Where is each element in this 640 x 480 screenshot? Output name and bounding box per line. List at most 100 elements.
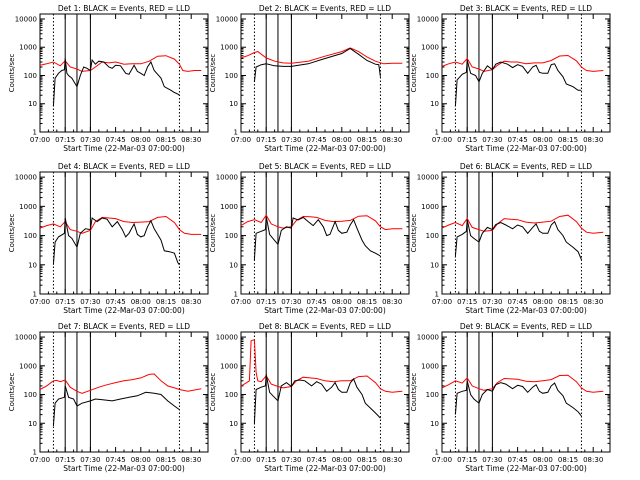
y-tick-label: 100 bbox=[225, 391, 238, 399]
x-tick-label: 07:45 bbox=[106, 298, 126, 306]
x-tick-label: 07:15 bbox=[55, 136, 75, 144]
x-tick-label: 07:15 bbox=[457, 456, 477, 464]
panel-title: Det 3: BLACK = Events, RED = LLD bbox=[460, 4, 592, 13]
x-tick-label: 07:45 bbox=[106, 456, 126, 464]
x-tick-label: 08:00 bbox=[533, 456, 553, 464]
x-tick-label: 07:30 bbox=[281, 456, 301, 464]
y-tick-label: 10 bbox=[229, 420, 238, 428]
x-axis-label: Start Time (22-Mar-03 07:00:00) bbox=[63, 144, 185, 153]
y-axis-label: Counts/sec bbox=[410, 214, 418, 253]
lld-series-line bbox=[441, 374, 604, 393]
y-tick-label: 1000 bbox=[421, 203, 439, 211]
y-tick-label: 1000 bbox=[220, 203, 238, 211]
detector-panel: Det 8: BLACK = Events, RED = LLD 07:00 07:… bbox=[209, 322, 410, 473]
x-tick-label: 07:30 bbox=[80, 136, 100, 144]
x-tick-label: 08:15 bbox=[156, 456, 176, 464]
x-tick-label: 08:30 bbox=[382, 456, 402, 464]
y-tick-label: 10 bbox=[430, 100, 439, 108]
panel-title: Det 7: BLACK = Events, RED = LLD bbox=[58, 322, 190, 331]
lld-series-line bbox=[240, 214, 403, 231]
x-tick-label: 07:45 bbox=[508, 456, 528, 464]
events-series-line bbox=[52, 217, 180, 266]
x-tick-label: 07:15 bbox=[457, 298, 477, 306]
x-tick-label: 07:30 bbox=[80, 298, 100, 306]
y-axis-label: Counts/sec bbox=[410, 373, 418, 412]
detector-panel: Det 7: BLACK = Events, RED = LLD 07:00 07:… bbox=[8, 322, 209, 473]
y-axis-label: Counts/sec bbox=[8, 214, 16, 253]
y-tick-label: 10 bbox=[28, 100, 37, 108]
detector-panel: Det 1: BLACK = Events, RED = LLD 07:00 07:… bbox=[8, 4, 209, 153]
x-axis-label: Start Time (22-Mar-03 07:00:00) bbox=[465, 144, 587, 153]
x-tick-label: 07:30 bbox=[482, 136, 502, 144]
x-tick-label: 08:30 bbox=[181, 136, 201, 144]
x-tick-label: 07:00 bbox=[30, 298, 50, 306]
events-series-line bbox=[454, 59, 582, 107]
x-axis-label: Start Time (22-Mar-03 07:00:00) bbox=[264, 306, 386, 315]
detector-panel: Det 4: BLACK = Events, RED = LLD 07:00 07:… bbox=[8, 162, 209, 315]
detector-panel: Det 9: BLACK = Events, RED = LLD 07:00 07:… bbox=[410, 322, 611, 473]
x-tick-label: 07:45 bbox=[307, 136, 327, 144]
y-tick-label: 1000 bbox=[421, 44, 439, 52]
x-axis-label: Start Time (22-Mar-03 07:00:00) bbox=[465, 306, 587, 315]
x-tick-label: 08:00 bbox=[332, 298, 352, 306]
x-tick-label: 07:15 bbox=[457, 136, 477, 144]
panel-title: Det 6: BLACK = Events, RED = LLD bbox=[460, 162, 592, 171]
y-tick-label: 100 bbox=[426, 391, 439, 399]
panel-title: Det 5: BLACK = Events, RED = LLD bbox=[259, 162, 391, 171]
x-tick-label: 08:15 bbox=[357, 456, 377, 464]
y-tick-label: 1 bbox=[33, 291, 37, 299]
y-tick-label: 1 bbox=[33, 449, 37, 457]
x-tick-label: 08:30 bbox=[583, 456, 603, 464]
y-tick-label: 1 bbox=[234, 129, 238, 137]
x-tick-label: 08:30 bbox=[583, 136, 603, 144]
events-series-line bbox=[253, 216, 381, 260]
lld-series-line bbox=[39, 215, 202, 235]
lld-series-line bbox=[240, 47, 403, 65]
y-tick-label: 100 bbox=[225, 232, 238, 240]
x-tick-label: 08:15 bbox=[558, 298, 578, 306]
y-tick-label: 100 bbox=[225, 72, 238, 80]
panels-group: Det 1: BLACK = Events, RED = LLD 07:00 07:… bbox=[8, 4, 611, 473]
x-tick-label: 07:45 bbox=[106, 136, 126, 144]
x-tick-label: 07:15 bbox=[55, 456, 75, 464]
y-tick-label: 1000 bbox=[19, 44, 37, 52]
y-tick-label: 10000 bbox=[216, 15, 238, 23]
detector-panel: Det 3: BLACK = Events, RED = LLD 07:00 07:… bbox=[410, 4, 611, 153]
detector-panel: Det 6: BLACK = Events, RED = LLD 07:00 07:… bbox=[410, 162, 611, 315]
x-tick-label: 07:15 bbox=[55, 298, 75, 306]
x-tick-label: 07:30 bbox=[482, 456, 502, 464]
lld-series-line bbox=[39, 373, 202, 394]
x-axis-label: Start Time (22-Mar-03 07:00:00) bbox=[264, 144, 386, 153]
events-series-line bbox=[52, 58, 180, 107]
events-series-line bbox=[253, 374, 381, 424]
events-series-line bbox=[253, 47, 381, 82]
lld-series-line bbox=[441, 54, 604, 72]
y-tick-label: 100 bbox=[24, 72, 37, 80]
x-tick-label: 08:30 bbox=[382, 298, 402, 306]
y-tick-label: 10000 bbox=[417, 334, 439, 342]
x-tick-label: 08:15 bbox=[558, 136, 578, 144]
y-tick-label: 10000 bbox=[15, 334, 37, 342]
x-tick-label: 07:00 bbox=[231, 456, 251, 464]
x-tick-label: 08:15 bbox=[357, 298, 377, 306]
x-tick-label: 07:00 bbox=[432, 298, 452, 306]
y-axis-label: Counts/sec bbox=[8, 54, 16, 93]
x-tick-label: 07:00 bbox=[231, 136, 251, 144]
y-tick-label: 1 bbox=[234, 291, 238, 299]
events-series-line bbox=[454, 380, 582, 417]
y-tick-label: 10 bbox=[229, 100, 238, 108]
y-tick-label: 1 bbox=[435, 129, 439, 137]
y-tick-label: 10000 bbox=[216, 334, 238, 342]
x-tick-label: 08:15 bbox=[357, 136, 377, 144]
events-series-line bbox=[52, 385, 180, 427]
x-tick-label: 08:30 bbox=[382, 136, 402, 144]
y-tick-label: 10000 bbox=[417, 174, 439, 182]
x-axis-label: Start Time (22-Mar-03 07:00:00) bbox=[63, 306, 185, 315]
y-tick-label: 10 bbox=[229, 261, 238, 269]
x-tick-label: 07:00 bbox=[30, 456, 50, 464]
y-tick-label: 1000 bbox=[220, 362, 238, 370]
x-tick-label: 07:45 bbox=[307, 456, 327, 464]
y-tick-label: 1000 bbox=[19, 203, 37, 211]
y-axis-label: Counts/sec bbox=[410, 54, 418, 93]
x-tick-label: 08:15 bbox=[558, 456, 578, 464]
